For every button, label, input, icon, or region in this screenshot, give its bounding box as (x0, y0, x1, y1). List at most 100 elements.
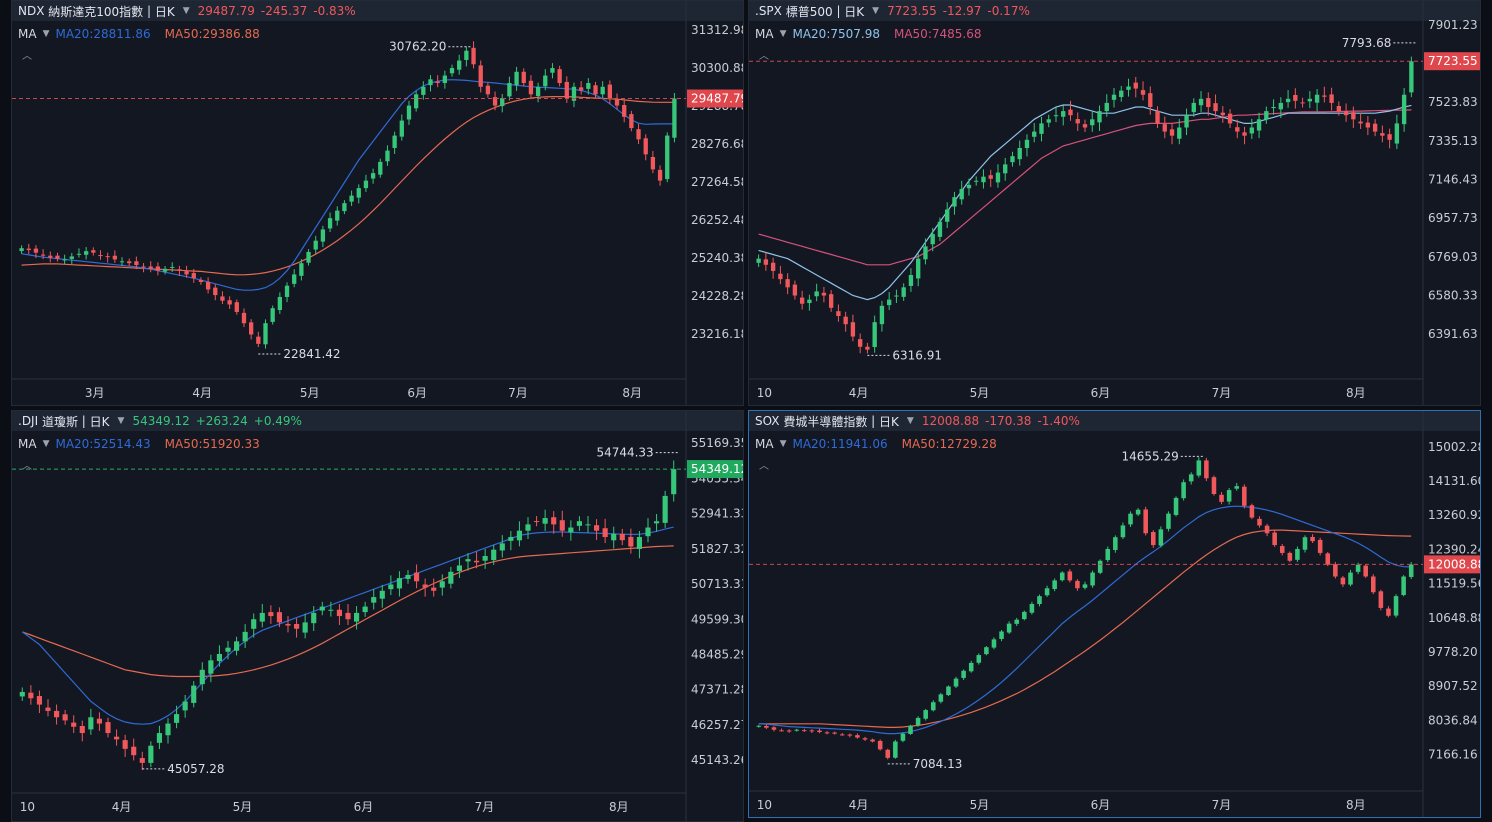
candle-body (1111, 94, 1117, 100)
candle-body (514, 71, 519, 86)
candle-body (478, 65, 483, 87)
candle-body (1401, 94, 1407, 125)
y-tick-label: 52941.33 (691, 507, 744, 521)
ma-label[interactable]: MA (755, 437, 774, 451)
candle-body (335, 210, 340, 221)
candle-body (628, 536, 634, 547)
candle-body (399, 120, 404, 137)
candle-body (1162, 124, 1167, 132)
candle-body (294, 623, 300, 629)
y-tick-label: 10648.88 (1428, 611, 1481, 625)
ma-dropdown-icon[interactable]: ▼ (42, 439, 50, 449)
collapse-chevron-icon[interactable]: ︿ (759, 461, 769, 472)
candle-body (234, 302, 239, 312)
candle-body (1184, 115, 1189, 128)
interval-dropdown-icon[interactable]: ▼ (906, 416, 914, 426)
candle-body (995, 172, 1001, 183)
candle-body (1052, 580, 1057, 589)
ma-legend: MA ▼ MA20:11941.06 MA50:12729.28 (755, 437, 997, 451)
candle-body (465, 559, 471, 562)
candle-body (1317, 539, 1323, 553)
candle-body (521, 71, 526, 84)
x-tick-label: 5月 (233, 800, 253, 814)
ma-label[interactable]: MA (755, 27, 774, 41)
interval-dropdown-icon[interactable]: ▼ (182, 6, 190, 16)
candle-body (988, 175, 993, 179)
candle-body (865, 346, 870, 350)
chart-canvas[interactable]: 55169.3554055.3452941.3351827.3250713.31… (12, 411, 744, 822)
panel-title-bar: NDX 納斯達克100指數 | 日K ▼ 29487.79 -245.37 -0… (12, 1, 743, 21)
candle-body (19, 248, 24, 252)
candle-body (1235, 127, 1240, 132)
candle-body (1310, 536, 1315, 542)
chart-canvas[interactable]: 15002.28 14131.60 13260.92 12390.24 11519.56… (749, 411, 1481, 818)
x-tick-label: 5月 (970, 798, 990, 812)
interval-dropdown-icon[interactable]: ▼ (872, 6, 880, 16)
candle-body (1166, 513, 1171, 529)
candle-body (79, 726, 85, 734)
candle-body (953, 678, 959, 687)
candle-body (421, 86, 426, 95)
candle-body (1075, 119, 1080, 124)
collapse-chevron-icon[interactable]: ︿ (22, 461, 32, 472)
y-tick-label: 14131.60 (1428, 474, 1481, 488)
candle-body (1097, 560, 1103, 573)
chart-panel-spx[interactable]: .SPX 標普500 | 日K ▼ 7723.55 -12.97 -0.17% … (748, 0, 1481, 406)
candle-body (1082, 584, 1088, 588)
candle-body (69, 256, 74, 259)
chart-panel-sox[interactable]: SOX 費城半導體指數 | 日K ▼ 12008.88 -170.38 -1.4… (748, 410, 1481, 818)
y-tick-label: 9778.20 (1428, 645, 1478, 659)
ma-label[interactable]: MA (18, 437, 37, 451)
candle-body (1295, 549, 1300, 560)
candle-body (564, 81, 569, 99)
interval-label: 日K (154, 4, 175, 19)
candle-body (205, 281, 211, 290)
panel-title-bar: .DJI 道瓊斯 | 日K ▼ 54349.12 +263.24 +0.49% (12, 411, 743, 431)
chart-panel-dji[interactable]: .DJI 道瓊斯 | 日K ▼ 54349.12 +263.24 +0.49% … (11, 410, 744, 822)
chart-canvas[interactable]: 7901.237712.537523.837335.137146.436957.… (749, 1, 1481, 406)
candle-body (579, 87, 584, 91)
candle-body (839, 734, 845, 736)
candle-body (1126, 86, 1131, 90)
candle-body (534, 521, 540, 523)
candle-body (96, 718, 102, 724)
ma50-line (758, 109, 1412, 266)
interval-dropdown-icon[interactable]: ▼ (117, 416, 125, 426)
candle-body (327, 218, 333, 229)
chart-panel-ndx[interactable]: NDX 納斯達克100指數 | 日K ▼ 29487.79 -245.37 -0… (11, 0, 744, 406)
collapse-chevron-icon[interactable]: ︿ (759, 51, 769, 62)
candle-body (542, 518, 548, 524)
interval-label: 日K (89, 414, 110, 429)
candle-body (319, 606, 325, 611)
ma-label[interactable]: MA (18, 27, 37, 41)
candle-body (174, 714, 180, 723)
y-tick-label: 6391.63 (1428, 327, 1478, 341)
x-tick-label: 3月 (85, 386, 105, 400)
candle-body (1032, 131, 1037, 137)
candle-body (213, 287, 218, 296)
candle-body (1242, 132, 1247, 136)
candle-body (414, 94, 419, 109)
x-tick-label: 7月 (1212, 798, 1232, 812)
candle-body (155, 266, 161, 271)
ma-dropdown-icon[interactable]: ▼ (42, 29, 50, 39)
candle-body (378, 161, 383, 175)
candle-body (474, 560, 480, 563)
collapse-chevron-icon[interactable]: ︿ (22, 51, 32, 62)
candle-body (1024, 139, 1030, 148)
ma20-line (21, 79, 675, 291)
x-tick-label: 5月 (300, 386, 320, 400)
candle-body (771, 727, 777, 730)
chart-canvas[interactable]: 31312.9830300.8829288.7828276.6827264.58… (12, 1, 744, 406)
ma20-value: MA20:28811.86 (55, 27, 151, 41)
y-tick-label: 8036.84 (1428, 713, 1478, 727)
x-tick-label: 4月 (112, 800, 132, 814)
ma-dropdown-icon[interactable]: ▼ (779, 29, 787, 39)
ma-dropdown-icon[interactable]: ▼ (779, 439, 787, 449)
candle-body (900, 733, 906, 741)
candle-body (1249, 505, 1255, 518)
candle-body (284, 285, 290, 297)
candle-body (242, 631, 248, 642)
y-tick-label: 28276.68 (691, 137, 744, 151)
candle-body (241, 312, 247, 324)
